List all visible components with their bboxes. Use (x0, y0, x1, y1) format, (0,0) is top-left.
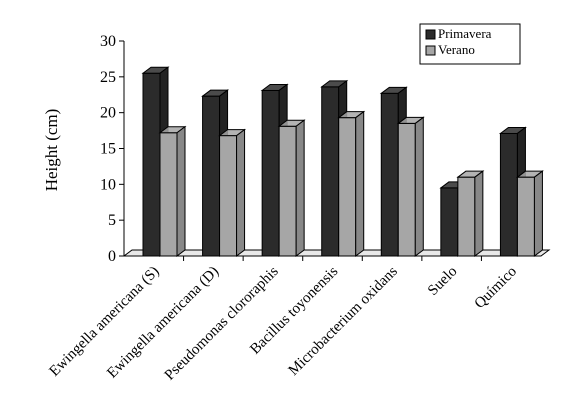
bar-verano-suelo (456, 170, 485, 257)
bar-side-shade (534, 171, 543, 256)
bar-verano-ewingella-americana-d (218, 128, 247, 257)
legend-label-verano: Verano (438, 42, 475, 57)
bar-front-face (516, 176, 535, 257)
bar-front-face (321, 86, 340, 257)
bar-front-face (219, 135, 238, 257)
x-tick-label: Pseudomonas clororaphis (162, 263, 282, 383)
bar-verano-quimico (515, 170, 544, 257)
y-tick-label: 20 (100, 105, 116, 122)
x-tick-label: Ewingella americana (S) (46, 264, 162, 380)
bar-front-face (499, 132, 518, 257)
bar-verano-ewingella-americana-s (158, 125, 187, 257)
bar-side-face (295, 119, 305, 257)
legend-swatch-primavera (425, 29, 436, 40)
bar-side-face (414, 116, 424, 257)
y-tick-label: 5 (108, 212, 116, 229)
bar-side-shade (236, 129, 245, 256)
bar-side-shade (355, 111, 364, 256)
bar-front-face (278, 125, 297, 257)
legend-swatch-verano (425, 45, 436, 56)
bar-side-face (176, 125, 186, 257)
bar-side-face (355, 110, 365, 257)
bar-front-face (397, 122, 416, 257)
bar-front-face (142, 72, 161, 257)
y-tick-label: 10 (100, 176, 116, 193)
bar-verano-bacillus-toyonensis (337, 110, 366, 257)
legend-box (419, 23, 521, 65)
bar-side-face (533, 170, 543, 257)
bar-front-face (202, 95, 221, 257)
y-tick-label: 25 (100, 69, 116, 86)
y-ticks: 0 5 10 15 20 25 30 (100, 33, 124, 265)
bar-front-face (159, 132, 178, 257)
x-tick-label: Ewingella americana (D) (104, 264, 222, 382)
x-tick-label: Microbacterium oxidans (286, 263, 401, 378)
bar-side-shade (415, 117, 424, 257)
bar-side-shade (177, 126, 185, 256)
x-tick-label: Suelo (425, 264, 460, 299)
bar-side-shade (474, 171, 483, 256)
y-axis-label: Height (cm) (42, 109, 61, 192)
bar-side-face (474, 170, 484, 257)
y-tick-label: 0 (108, 248, 116, 265)
bar-front-face (457, 176, 476, 257)
bar-verano-pseudomonas-clororaphis (277, 119, 306, 257)
y-tick-label: 30 (100, 33, 116, 50)
legend-label-primavera: Primavera (438, 26, 492, 41)
bar-front-face (338, 117, 357, 257)
bars-group (141, 66, 544, 257)
bar-verano-microbacterium-oxidans (396, 116, 425, 257)
x-tick-label: Químico (472, 264, 520, 312)
bar-front-face (440, 187, 459, 257)
bar-side-face (236, 128, 246, 257)
y-tick-label: 15 (100, 141, 116, 158)
legend: Primavera Verano (419, 23, 521, 65)
bar-front-face (380, 92, 399, 257)
x-tick-labels: Ewingella americana (S)Ewingella america… (46, 256, 520, 384)
bar-side-shade (296, 120, 305, 257)
bar-front-face (261, 89, 280, 257)
